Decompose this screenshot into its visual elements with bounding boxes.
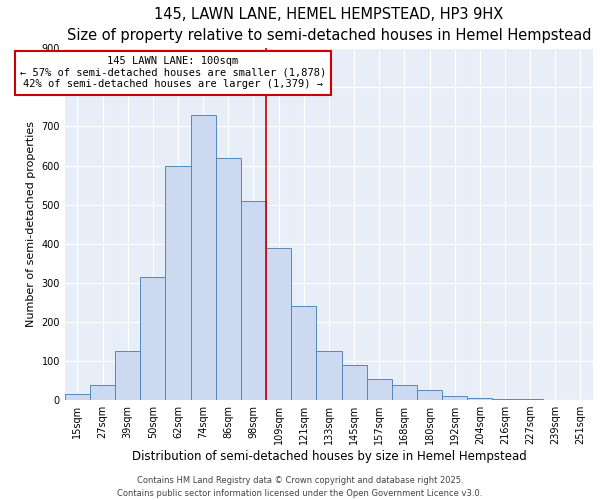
X-axis label: Distribution of semi-detached houses by size in Hemel Hempstead: Distribution of semi-detached houses by … [131,450,526,463]
Title: 145, LAWN LANE, HEMEL HEMPSTEAD, HP3 9HX
Size of property relative to semi-detac: 145, LAWN LANE, HEMEL HEMPSTEAD, HP3 9HX… [67,7,591,43]
Bar [316,352,341,400]
Bar [191,114,216,400]
Bar [241,201,266,400]
Bar [115,352,140,400]
Bar [90,384,115,400]
Bar [166,166,191,400]
Bar [140,277,166,400]
Bar [341,365,367,400]
Bar [442,396,467,400]
Bar [65,394,90,400]
Bar [291,306,316,400]
Bar [417,390,442,400]
Bar [266,248,291,400]
Bar [216,158,241,400]
Y-axis label: Number of semi-detached properties: Number of semi-detached properties [26,121,36,327]
Bar [493,399,518,400]
Text: 145 LAWN LANE: 100sqm
← 57% of semi-detached houses are smaller (1,878)
42% of s: 145 LAWN LANE: 100sqm ← 57% of semi-deta… [20,56,326,90]
Bar [467,398,493,400]
Bar [367,378,392,400]
Text: Contains HM Land Registry data © Crown copyright and database right 2025.
Contai: Contains HM Land Registry data © Crown c… [118,476,482,498]
Bar [392,384,417,400]
